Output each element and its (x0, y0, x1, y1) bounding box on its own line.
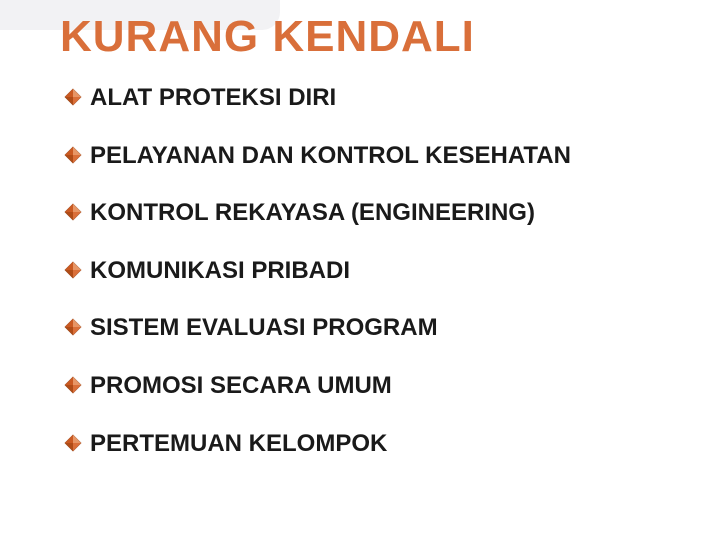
list-item: PROMOSI SECARA UMUM (64, 372, 660, 400)
diamond-bullet-icon (64, 261, 82, 279)
list-item: ALAT PROTEKSI DIRI (64, 84, 660, 112)
diamond-bullet-icon (64, 318, 82, 336)
bullet-list: ALAT PROTEKSI DIRI PELAYANAN DAN KONTROL… (64, 84, 660, 457)
list-item-text: ALAT PROTEKSI DIRI (90, 84, 336, 112)
diamond-bullet-icon (64, 434, 82, 452)
slide-container: KURANG KENDALI ALAT PROTEKSI DIRI PELAYA… (0, 0, 720, 540)
list-item-text: PROMOSI SECARA UMUM (90, 372, 392, 400)
list-item-text: SISTEM EVALUASI PROGRAM (90, 314, 438, 342)
list-item-text: PERTEMUAN KELOMPOK (90, 430, 387, 458)
list-item-text: PELAYANAN DAN KONTROL KESEHATAN (90, 142, 571, 170)
list-item: KOMUNIKASI PRIBADI (64, 257, 660, 285)
diamond-bullet-icon (64, 88, 82, 106)
list-item: PERTEMUAN KELOMPOK (64, 430, 660, 458)
diamond-bullet-icon (64, 146, 82, 164)
list-item: SISTEM EVALUASI PROGRAM (64, 314, 660, 342)
diamond-bullet-icon (64, 376, 82, 394)
list-item: KONTROL REKAYASA (ENGINEERING) (64, 199, 660, 227)
list-item-text: KONTROL REKAYASA (ENGINEERING) (90, 199, 535, 227)
slide-title: KURANG KENDALI (60, 12, 660, 62)
list-item: PELAYANAN DAN KONTROL KESEHATAN (64, 142, 660, 170)
list-item-text: KOMUNIKASI PRIBADI (90, 257, 350, 285)
diamond-bullet-icon (64, 203, 82, 221)
